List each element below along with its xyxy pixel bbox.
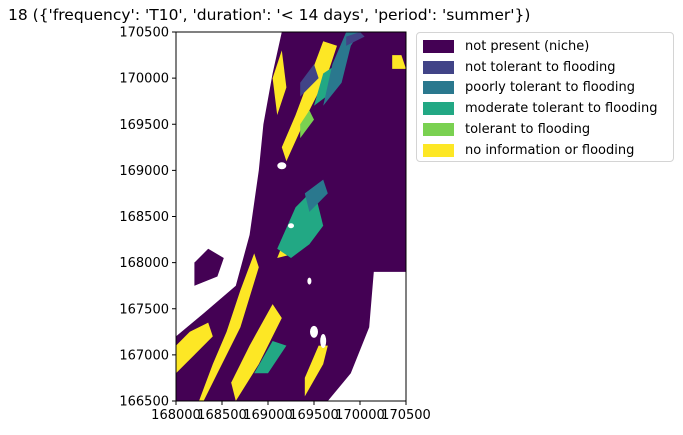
legend-label: no information or flooding	[465, 142, 635, 158]
map-region-17	[346, 32, 365, 46]
legend-entry: not tolerant to flooding	[423, 57, 667, 78]
legend-label: moderate tolerant to flooding	[465, 101, 658, 117]
legend-entry: tolerant to flooding	[423, 119, 667, 140]
y-tick-label: 169000	[119, 164, 169, 179]
chart-title: 18 ({'frequency': 'T10', 'duration': '< …	[8, 6, 531, 24]
map-region-5	[281, 41, 337, 162]
x-tick-label: 169000	[243, 408, 293, 423]
y-tick-label: 167500	[119, 302, 169, 317]
legend-swatch	[423, 60, 454, 74]
map-region-16	[300, 64, 319, 97]
no-data-gap-2	[277, 162, 287, 170]
map-region-9	[392, 55, 406, 69]
legend-entry: moderate tolerant to flooding	[423, 98, 667, 119]
no-data-gap-3	[288, 223, 294, 229]
map-region-13	[254, 341, 287, 374]
map-region-8	[304, 345, 328, 397]
x-tick-label: 170500	[381, 408, 431, 423]
y-tick-label: 168500	[119, 210, 169, 225]
legend-label: not present (niche)	[465, 38, 590, 54]
no-data-gap-0	[310, 325, 318, 338]
map-region-1	[194, 248, 224, 286]
legend-entry: no information or flooding	[423, 140, 667, 161]
map-region-14	[323, 32, 360, 106]
x-tick-label: 169500	[289, 408, 339, 423]
no-data-gap-4	[307, 277, 312, 285]
legend-swatch	[423, 102, 454, 116]
map-region-0	[176, 32, 406, 401]
map-region-3	[176, 322, 213, 374]
y-tick-label: 170500	[119, 26, 169, 41]
map-region-4	[231, 304, 282, 401]
map-region-2	[199, 253, 259, 401]
map-region-15	[304, 179, 328, 212]
legend: not present (niche) not tolerant to flood…	[416, 32, 674, 162]
y-tick-label: 168000	[119, 256, 169, 271]
y-tick-label: 167000	[119, 348, 169, 363]
x-tick-label: 170000	[335, 408, 385, 423]
legend-label: tolerant to flooding	[465, 122, 591, 138]
no-data-gap-1	[320, 334, 327, 349]
legend-label: poorly tolerant to flooding	[465, 80, 636, 96]
y-tick-label: 169500	[119, 118, 169, 133]
x-tick-label: 168500	[197, 408, 247, 423]
legend-label: not tolerant to flooding	[465, 59, 616, 75]
map-region-10	[300, 110, 314, 139]
x-tick-label: 168000	[151, 408, 201, 423]
legend-swatch	[423, 143, 454, 157]
y-tick-label: 170000	[119, 72, 169, 87]
y-tick-label: 166500	[119, 395, 169, 410]
legend-swatch	[423, 39, 454, 53]
legend-swatch	[423, 81, 454, 95]
map-region-6	[272, 50, 287, 115]
legend-entry: not present (niche)	[423, 36, 667, 57]
legend-swatch	[423, 123, 454, 137]
legend-entry: poorly tolerant to flooding	[423, 78, 667, 99]
